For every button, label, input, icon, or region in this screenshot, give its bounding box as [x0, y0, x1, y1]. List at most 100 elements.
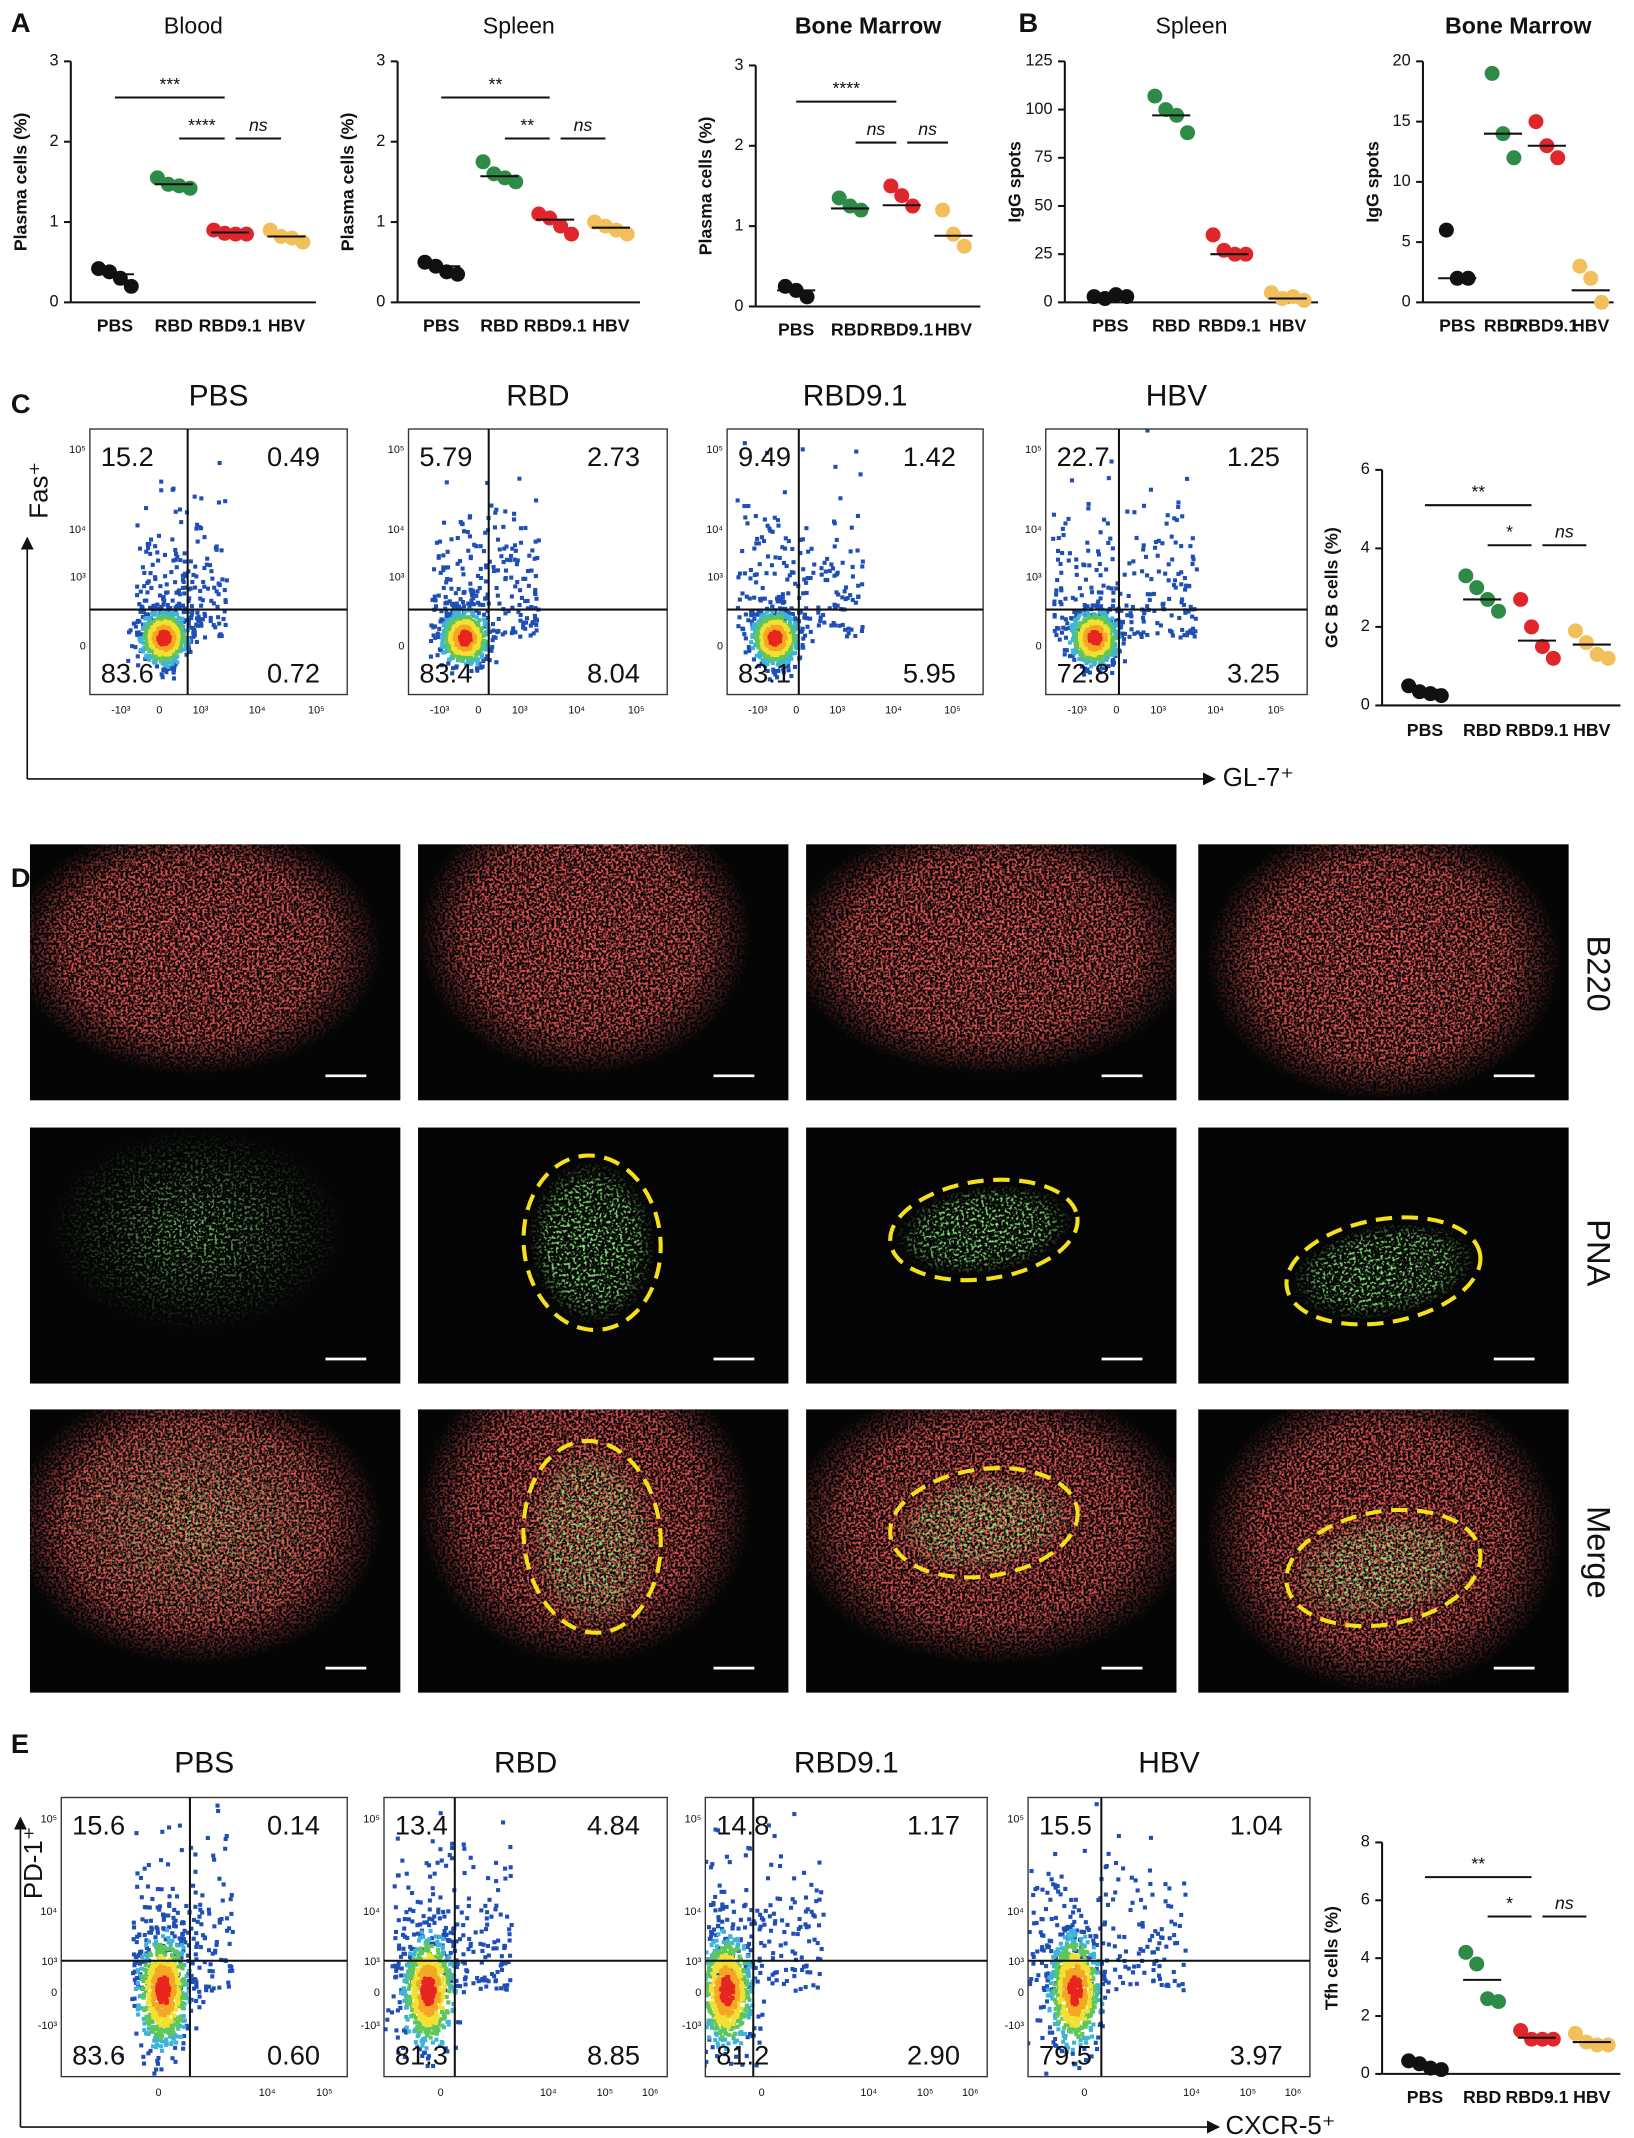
- event: [1097, 610, 1102, 615]
- event: [472, 542, 477, 547]
- event: [174, 1997, 179, 2002]
- data-point: [1147, 88, 1163, 104]
- event: [482, 638, 487, 643]
- event: [804, 606, 809, 611]
- event: [745, 521, 750, 526]
- event: [214, 1942, 219, 1947]
- event: [179, 1954, 184, 1959]
- event: [164, 2037, 169, 2042]
- event: [752, 616, 757, 621]
- event: [1169, 534, 1174, 539]
- event: [146, 1862, 151, 1868]
- event: [1111, 657, 1116, 662]
- event: [141, 2054, 146, 2059]
- plot-title: RBD: [494, 1747, 557, 1780]
- event: [529, 568, 534, 573]
- event: [532, 556, 537, 561]
- event: [491, 565, 496, 570]
- event: [1089, 590, 1095, 595]
- category-label: HBV: [268, 316, 306, 336]
- event: [476, 611, 481, 616]
- event: [162, 1986, 167, 1991]
- y-tick-label: 0: [717, 641, 723, 653]
- event: [154, 2038, 159, 2043]
- x-tick-label: 0: [793, 705, 799, 717]
- category-label: PBS: [1439, 316, 1476, 336]
- event: [126, 658, 131, 663]
- event: [1101, 666, 1106, 671]
- event: [800, 537, 805, 542]
- event: [475, 657, 480, 662]
- event: [1127, 634, 1132, 639]
- event: [154, 2045, 159, 2050]
- event: [1141, 619, 1146, 624]
- event: [457, 559, 463, 564]
- event: [819, 566, 824, 571]
- event: [1187, 583, 1192, 588]
- event: [1104, 613, 1109, 618]
- event: [483, 579, 488, 584]
- event: [146, 1947, 151, 1952]
- event: [503, 568, 509, 573]
- event: [149, 1996, 154, 2001]
- y-axis-label: IgG spots: [1004, 141, 1024, 223]
- event: [179, 1921, 184, 1926]
- event: [193, 1890, 198, 1895]
- event: [156, 533, 161, 538]
- event: [463, 635, 468, 640]
- event: [170, 2021, 175, 2027]
- event: [736, 575, 741, 580]
- event: [1192, 634, 1197, 639]
- event: [439, 609, 444, 614]
- event: [459, 521, 465, 526]
- event: [1115, 581, 1120, 586]
- event: [517, 588, 523, 593]
- event: [439, 663, 444, 668]
- event: [175, 654, 180, 659]
- y-tick-label: 75: [1034, 148, 1052, 166]
- event: [792, 664, 798, 669]
- event: [149, 1975, 154, 1980]
- event: [468, 514, 473, 519]
- event: [1082, 666, 1088, 671]
- event: [527, 553, 532, 558]
- data-point: [182, 180, 198, 196]
- event: [1119, 633, 1124, 638]
- event: [137, 546, 143, 551]
- event: [155, 1927, 160, 1932]
- event: [163, 1952, 168, 1957]
- event: [1051, 512, 1056, 517]
- event: [516, 609, 521, 614]
- event: [199, 603, 204, 608]
- event: [454, 611, 459, 616]
- event: [428, 654, 433, 659]
- event: [179, 1940, 184, 1945]
- x-tick-label: -10³: [430, 705, 450, 717]
- event: [152, 1995, 157, 2001]
- event: [742, 504, 747, 509]
- event: [1106, 585, 1111, 590]
- event: [517, 476, 522, 481]
- event: [1167, 628, 1173, 633]
- event: [479, 665, 484, 670]
- event: [1180, 597, 1185, 602]
- event: [479, 652, 484, 658]
- event: [737, 615, 742, 620]
- event: [749, 613, 754, 618]
- event: [209, 569, 214, 574]
- significance-label: ns: [867, 119, 886, 139]
- event: [175, 1964, 180, 1969]
- event: [1071, 622, 1076, 628]
- event: [819, 572, 824, 577]
- event: [180, 617, 185, 622]
- y-tick-label: 8: [1361, 1833, 1370, 1851]
- event: [194, 2026, 199, 2031]
- event: [751, 657, 756, 662]
- event: [148, 1982, 153, 1987]
- event: [801, 645, 806, 650]
- event: [1064, 648, 1069, 653]
- event: [178, 644, 183, 649]
- category-label: RBD9.1: [870, 320, 933, 340]
- event: [756, 642, 761, 647]
- event: [501, 524, 506, 529]
